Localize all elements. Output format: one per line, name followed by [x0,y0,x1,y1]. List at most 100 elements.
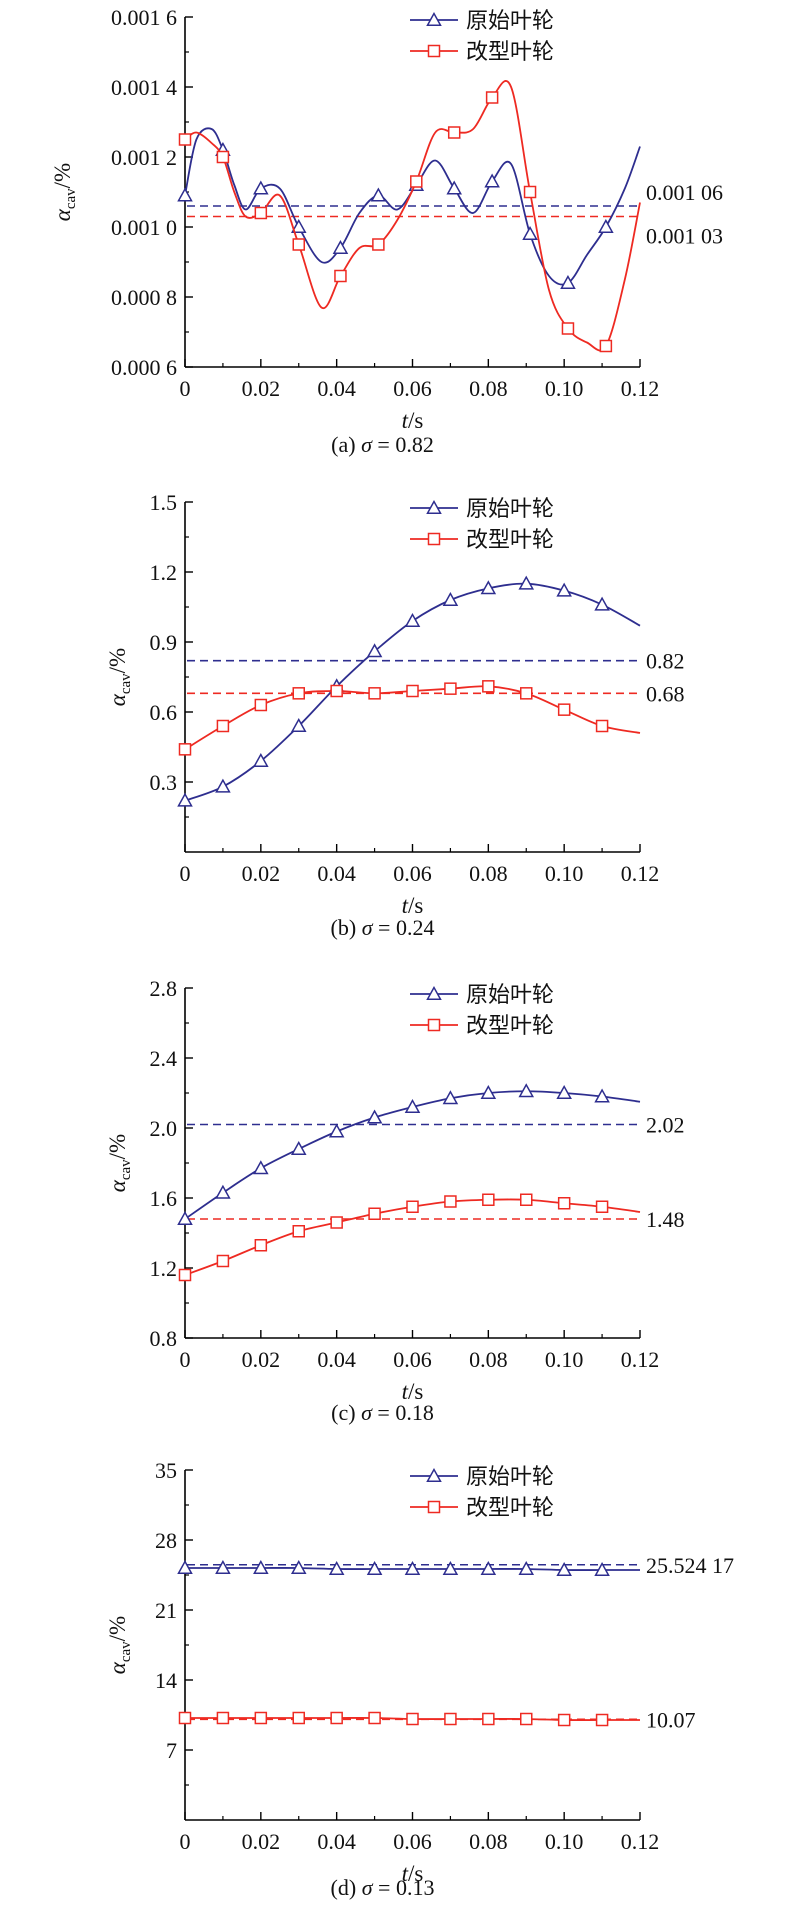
series-line [184,127,641,286]
legend-entry: 原始叶轮 [410,497,554,522]
x-axis-label: t/s [402,1861,424,1886]
x-tick-label: 0.12 [621,1829,660,1854]
series-markers [177,1083,610,1225]
x-tick-label: 0.10 [545,861,584,886]
reference-label: 25.524 17 [646,1553,734,1578]
y-tick-label: 0.6 [150,700,178,725]
panel-c: 0 0.02 0.04 0.06 0.08 0.10 0.12 0.8 1.2 1.6 2.0 2.4… [105,976,685,1425]
data-point [442,1560,459,1575]
legend-label: 改型叶轮 [466,40,554,65]
legend-entry: 原始叶轮 [410,983,554,1008]
x-tick-label: 0.08 [469,1347,508,1372]
data-point [557,1713,571,1727]
data-point [595,719,609,733]
y-tick-label: 0.000 8 [111,285,177,310]
data-point [404,612,421,627]
data-point [485,91,499,104]
y-tick-label: 2.4 [150,1046,178,1071]
y-tick-label: 14 [155,1668,177,1693]
legend-entry: 改型叶轮 [410,1014,554,1039]
data-point [444,682,457,695]
data-point [332,239,349,254]
data-point [446,180,462,195]
panel-caption: (d) σ = 0.13 [331,1875,435,1900]
y-tick-label: 0.001 4 [111,75,177,100]
x-tick-label: 0.10 [545,376,584,401]
data-point [518,1083,535,1098]
data-point [330,684,343,698]
data-point [444,1712,457,1726]
data-point [520,1712,533,1726]
x-tick-label: 0 [180,1829,191,1854]
x-tick-label: 0.10 [545,1347,584,1372]
y-tick-label: 21 [155,1598,177,1623]
reference-label: 1.48 [646,1207,685,1232]
legend-entry: 改型叶轮 [410,528,554,553]
x-tick-label: 0.02 [242,1347,281,1372]
y-tick-label: 1.2 [150,1256,178,1281]
data-point [253,752,269,767]
reference-label: 0.82 [646,649,685,674]
data-point [290,218,307,233]
y-tick-label: 28 [155,1528,177,1553]
x-axis-label: t/s [402,893,424,918]
y-tick-label: 1.2 [150,560,178,585]
y-axis-label: αcav/% [50,163,79,221]
data-point [366,1109,383,1124]
data-point [480,1560,497,1575]
x-tick-label: 0.04 [317,861,356,886]
y-tick-label: 35 [155,1458,177,1483]
y-axis-label: αcav/% [105,1616,134,1674]
y-tick-label: 1.6 [150,1186,178,1211]
y-tick-label: 0.3 [150,770,178,795]
data-point [368,1207,381,1220]
series-markers [177,1559,610,1576]
data-point [254,206,268,220]
legend-label: 原始叶轮 [466,9,554,34]
series-markers [177,575,610,807]
y-tick-label: 0.000 6 [111,355,177,380]
data-point [520,687,533,700]
x-tick-label: 0.06 [393,1829,432,1854]
data-point [594,1561,610,1576]
data-point [518,575,535,590]
x-tick-label: 0.04 [317,1347,356,1372]
data-point [216,1711,230,1725]
y-tick-label: 0.9 [150,630,178,655]
y-tick-label: 2.0 [150,1116,178,1141]
x-tick-label: 0.06 [393,861,432,886]
legend-marker [427,1500,441,1514]
data-point [177,1210,193,1225]
data-point [334,269,347,283]
data-point [406,684,419,698]
data-point [178,133,192,146]
data-point [253,180,269,195]
data-point [368,687,381,700]
x-tick-label: 0.06 [393,1347,432,1372]
data-point [520,1193,533,1206]
data-point [292,238,305,251]
panel-d: 0 0.02 0.04 0.06 0.08 0.10 0.12 7 14 21 28 35 t/s αca… [105,1458,734,1900]
legend-label: 改型叶轮 [466,1014,554,1039]
reference-label: 0.001 06 [646,180,723,205]
data-point [561,322,575,335]
data-point [598,218,614,233]
legend-label: 原始叶轮 [466,983,554,1008]
data-point [404,1560,421,1575]
x-tick-label: 0.12 [621,861,660,886]
panel-caption: (c) σ = 0.18 [331,1400,434,1425]
data-point [178,743,192,756]
data-point [480,1084,497,1099]
data-point [518,1560,535,1575]
x-tick-label: 0.02 [242,376,281,401]
reference-label: 10.07 [646,1707,696,1732]
data-point [328,1123,345,1138]
x-tick-label: 0.08 [469,861,508,886]
reference-label: 0.68 [646,681,685,706]
data-point [290,1140,307,1155]
data-point [480,580,497,595]
data-point [215,1559,231,1574]
x-tick-label: 0.08 [469,376,508,401]
data-point [522,225,538,240]
